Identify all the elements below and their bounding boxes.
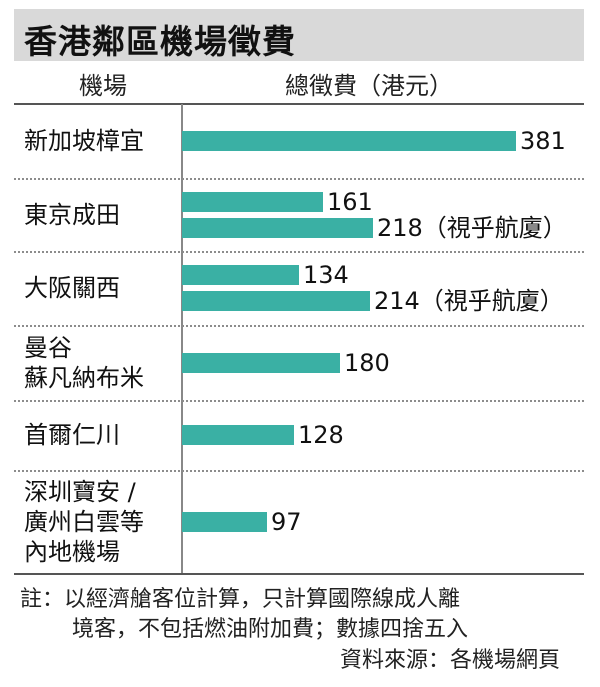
bar	[182, 265, 299, 285]
bar	[182, 131, 516, 151]
category-label: 內地機場	[24, 537, 120, 566]
bar-value-label: 161	[327, 187, 373, 216]
column-header-fee: 總徵費（港元）	[285, 72, 453, 100]
bar-value-label: 180	[344, 348, 390, 377]
bar	[182, 511, 267, 532]
category-label: 首爾仁川	[24, 421, 120, 449]
axis-line	[181, 104, 183, 574]
bar	[182, 217, 373, 238]
footnote-line-2: 境客，不包括燃油附加費；數據四捨五入	[72, 617, 469, 642]
row-divider	[14, 251, 584, 253]
bar-value-label: 128	[298, 421, 344, 449]
category-label: 廣州白雲等	[24, 507, 144, 536]
bar	[182, 425, 294, 445]
chart-title: 香港鄰區機場徵費	[24, 22, 296, 61]
bar-value-label: 97	[271, 507, 302, 536]
bar	[182, 291, 370, 311]
row-divider	[14, 325, 584, 327]
category-label: 深圳寶安 /	[24, 477, 136, 506]
category-label: 東京成田	[24, 200, 120, 229]
footnote-line-1: 註：以經濟艙客位計算，只計算國際線成人離	[20, 587, 461, 612]
row-divider	[14, 178, 584, 180]
footer-rule	[14, 573, 584, 575]
category-label: 曼谷	[24, 333, 72, 362]
column-header-airport: 機場	[79, 72, 127, 100]
category-label: 新加坡樟宜	[24, 127, 144, 155]
header-rule	[14, 103, 584, 105]
category-label: 蘇凡納布米	[24, 363, 144, 392]
bar-value-label: 134	[303, 261, 349, 289]
title-banner: 香港鄰區機場徵費	[14, 9, 584, 61]
bar	[182, 352, 340, 373]
source-note: 資料來源：各機場網頁	[340, 648, 561, 673]
row-divider	[14, 400, 584, 402]
bar-value-label: 381	[520, 127, 566, 155]
bar	[182, 191, 323, 212]
row-divider	[14, 470, 584, 472]
category-label: 大阪關西	[24, 274, 120, 302]
bar-value-label: 218（視乎航廈）	[377, 213, 567, 242]
bar-value-label: 214（視乎航廈）	[374, 287, 564, 315]
